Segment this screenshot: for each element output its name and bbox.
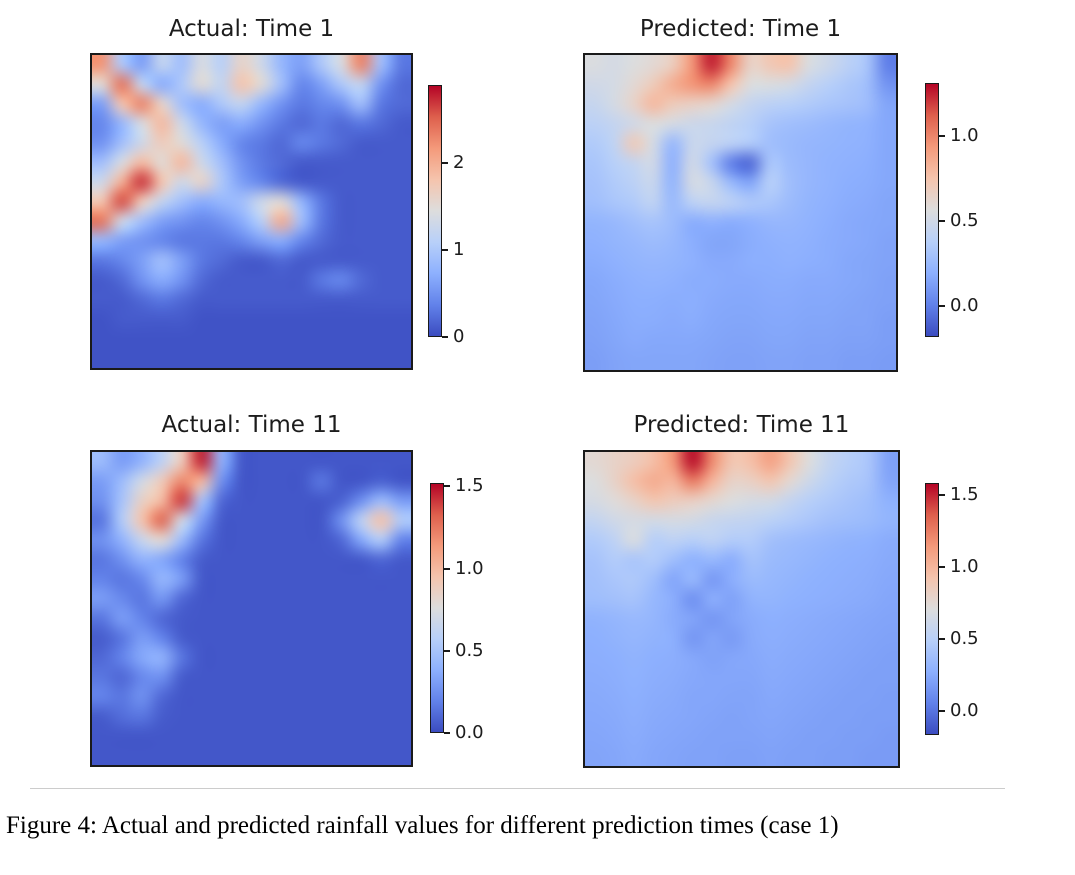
colorbar-tick-mark: [442, 249, 448, 252]
colorbar-tick-mark: [939, 637, 945, 640]
colorbar-tick-label: 1: [453, 239, 465, 261]
colorbar-gradient: [428, 85, 442, 337]
colorbar-tick-mark: [939, 305, 945, 308]
colorbar-gradient: [925, 83, 939, 337]
colorbar-tick-label: 0.5: [455, 639, 484, 661]
colorbar-actual-time-1: 0 1 2: [428, 85, 464, 346]
colorbar-tick-mark: [442, 336, 448, 338]
caption-separator-line: [30, 788, 1005, 789]
panel-title-actual-time-11: Actual: Time 11: [161, 412, 342, 438]
panel-predicted-time-11: [583, 450, 900, 768]
colorbar-tick-label: 1.0: [950, 555, 979, 577]
colorbar-tick-label: 2: [453, 152, 465, 174]
colorbar-actual-time-11: 0.0 0.5 1.0 1.5: [430, 477, 484, 742]
colorbar-tick-label: 1.0: [950, 124, 979, 146]
colorbar-tick-label: 0.0: [455, 722, 484, 743]
panel-predicted-time-1: [583, 53, 898, 372]
colorbar-tick-mark: [444, 485, 450, 488]
colorbar-predicted-time-1: 0.0 0.5 1.0: [925, 83, 979, 337]
heatmap-actual-time-11: [92, 452, 411, 765]
colorbar-tick-mark: [444, 649, 450, 652]
panel-title-predicted-time-1: Predicted: Time 1: [639, 16, 842, 42]
colorbar-tick-mark: [444, 732, 450, 734]
panel-title-actual-time-1: Actual: Time 1: [168, 16, 335, 42]
colorbar-tick-mark: [442, 162, 448, 165]
colorbar-gradient: [925, 483, 939, 735]
colorbar-tick-label: 1.0: [455, 557, 484, 579]
colorbar-tick-label: 0: [453, 326, 465, 347]
colorbar-tick-mark: [939, 493, 945, 496]
panel-actual-time-1: [90, 53, 413, 370]
colorbar-tick-label: 0.0: [950, 699, 979, 721]
panel-actual-time-11: [90, 450, 413, 767]
colorbar-tick-mark: [444, 567, 450, 570]
colorbar-tick-mark: [939, 709, 945, 712]
colorbar-tick-label: 0.0: [950, 295, 979, 317]
colorbar-tick-label: 1.5: [455, 475, 484, 497]
panel-title-predicted-time-11: Predicted: Time 11: [633, 412, 850, 438]
heatmap-predicted-time-1: [585, 55, 896, 370]
colorbar-tick-label: 0.5: [950, 210, 979, 232]
heatmap-actual-time-1: [92, 55, 411, 368]
colorbar-tick-label: 1.5: [950, 483, 979, 505]
colorbar-tick-mark: [939, 565, 945, 568]
colorbar-tick-mark: [939, 134, 945, 137]
colorbar-tick-mark: [939, 220, 945, 223]
figure-caption: Figure 4: Actual and predicted rainfall …: [6, 812, 839, 839]
heatmap-predicted-time-11: [585, 452, 898, 766]
colorbar-gradient: [430, 483, 444, 733]
colorbar-predicted-time-11: 0.0 0.5 1.0 1.5: [925, 483, 979, 735]
colorbar-tick-label: 0.5: [950, 627, 979, 649]
